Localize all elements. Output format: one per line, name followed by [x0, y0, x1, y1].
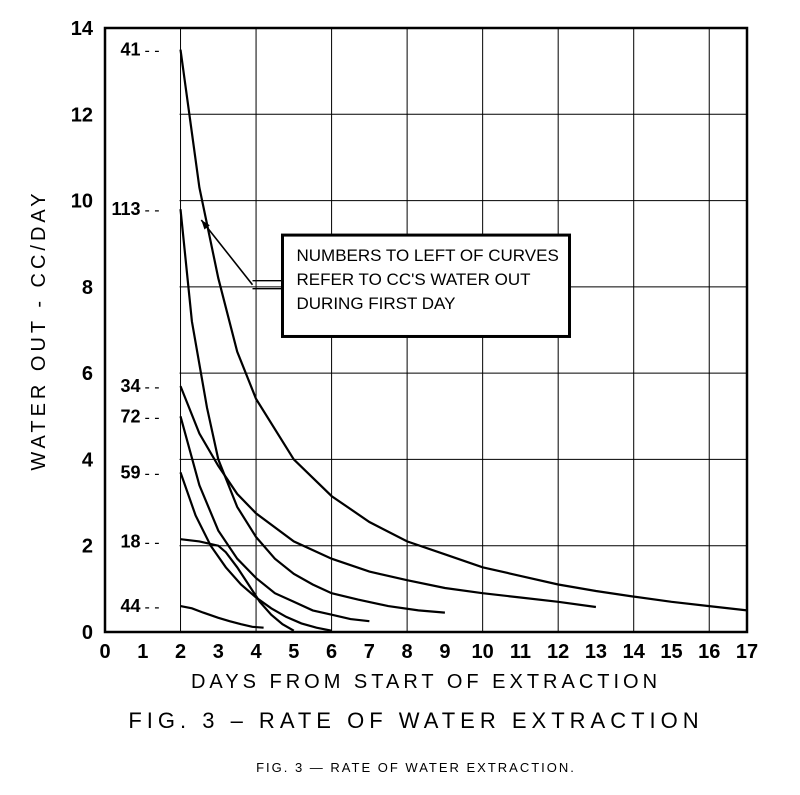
y-tick-label: 4 — [82, 449, 94, 471]
x-tick-label: 9 — [439, 641, 450, 663]
annotation-text: DURING FIRST DAY — [296, 294, 455, 313]
y-tick-label: 0 — [82, 622, 93, 644]
y-tick-label: 10 — [71, 191, 93, 213]
y-tick-label: 14 — [71, 18, 94, 40]
y-tick-label: 8 — [82, 277, 93, 299]
x-tick-label: 14 — [623, 641, 646, 663]
curve-label-dash: - - — [145, 379, 160, 396]
chart-container: 0123456789101112131415161702468101214DAY… — [0, 0, 800, 795]
annotation-text: NUMBERS TO LEFT OF CURVES — [296, 246, 558, 265]
x-tick-label: 11 — [510, 641, 531, 663]
curve-label-dash: - - — [145, 599, 160, 616]
x-tick-label: 17 — [736, 641, 758, 663]
figure-caption: FIG. 3 – RATE OF WATER EXTRACTION — [128, 708, 703, 733]
x-tick-label: 16 — [698, 641, 720, 663]
curve-label: 41 — [120, 40, 140, 60]
curve-label: 18 — [120, 531, 140, 551]
curve-label-dash: - - — [145, 534, 160, 551]
x-tick-label: 3 — [213, 641, 224, 663]
curve-label: 59 — [120, 462, 140, 482]
x-tick-label: 0 — [99, 641, 110, 663]
x-tick-label: 2 — [175, 641, 186, 663]
x-tick-label: 4 — [250, 641, 262, 663]
curve-label: 72 — [120, 406, 140, 426]
y-tick-label: 6 — [82, 363, 93, 385]
curve-label: 113 — [111, 199, 140, 219]
figure-caption-small: FIG. 3 — RATE OF WATER EXTRACTION. — [256, 760, 576, 775]
curve-label: 44 — [120, 596, 140, 616]
x-tick-label: 5 — [288, 641, 299, 663]
curve-label: 34 — [120, 376, 140, 396]
curve-label-dash: - - — [145, 202, 160, 219]
x-tick-label: 6 — [326, 641, 337, 663]
x-tick-label: 10 — [472, 641, 494, 663]
x-axis-label: DAYS FROM START OF EXTRACTION — [191, 671, 661, 693]
rate-of-water-extraction-chart: 0123456789101112131415161702468101214DAY… — [0, 0, 800, 795]
x-tick-label: 15 — [660, 641, 682, 663]
x-tick-label: 7 — [364, 641, 375, 663]
curve-label-dash: - - — [145, 43, 160, 60]
x-tick-label: 13 — [585, 641, 607, 663]
annotation-text: REFER TO CC'S WATER OUT — [296, 270, 530, 289]
x-tick-label: 1 — [137, 641, 148, 663]
y-axis-label: WATER OUT - CC/DAY — [28, 189, 50, 470]
curve-label-dash: - - — [145, 465, 160, 482]
x-tick-label: 12 — [547, 641, 569, 663]
curve-label-dash: - - — [145, 409, 160, 426]
x-tick-label: 8 — [402, 641, 413, 663]
y-tick-label: 12 — [71, 104, 93, 126]
y-tick-label: 2 — [82, 536, 93, 558]
